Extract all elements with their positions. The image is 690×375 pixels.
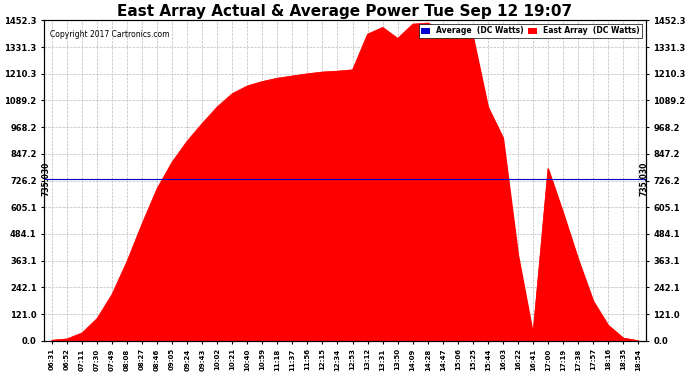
Legend: Average  (DC Watts), East Array  (DC Watts): Average (DC Watts), East Array (DC Watts… — [419, 24, 642, 38]
Text: 735.030: 735.030 — [41, 161, 50, 196]
Title: East Array Actual & Average Power Tue Sep 12 19:07: East Array Actual & Average Power Tue Se… — [117, 4, 573, 19]
Text: 735.030: 735.030 — [640, 161, 649, 196]
Text: Copyright 2017 Cartronics.com: Copyright 2017 Cartronics.com — [50, 30, 170, 39]
